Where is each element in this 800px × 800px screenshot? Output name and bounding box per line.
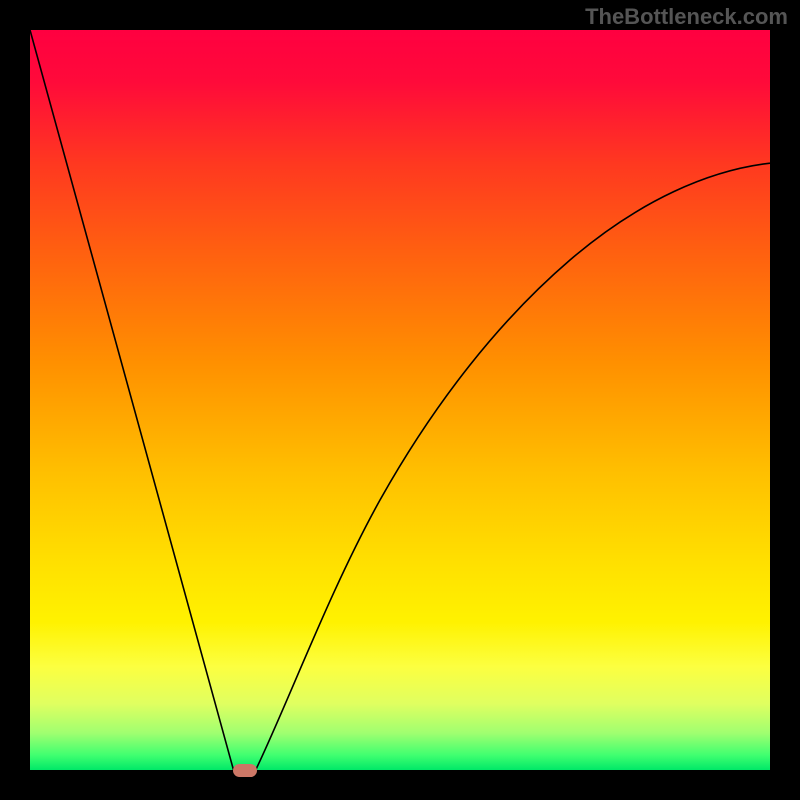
valley-marker (233, 764, 257, 777)
chart-container: TheBottleneck.com (0, 0, 800, 800)
watermark-text: TheBottleneck.com (585, 4, 788, 30)
gradient-background (30, 30, 770, 770)
plot-area (30, 30, 770, 770)
